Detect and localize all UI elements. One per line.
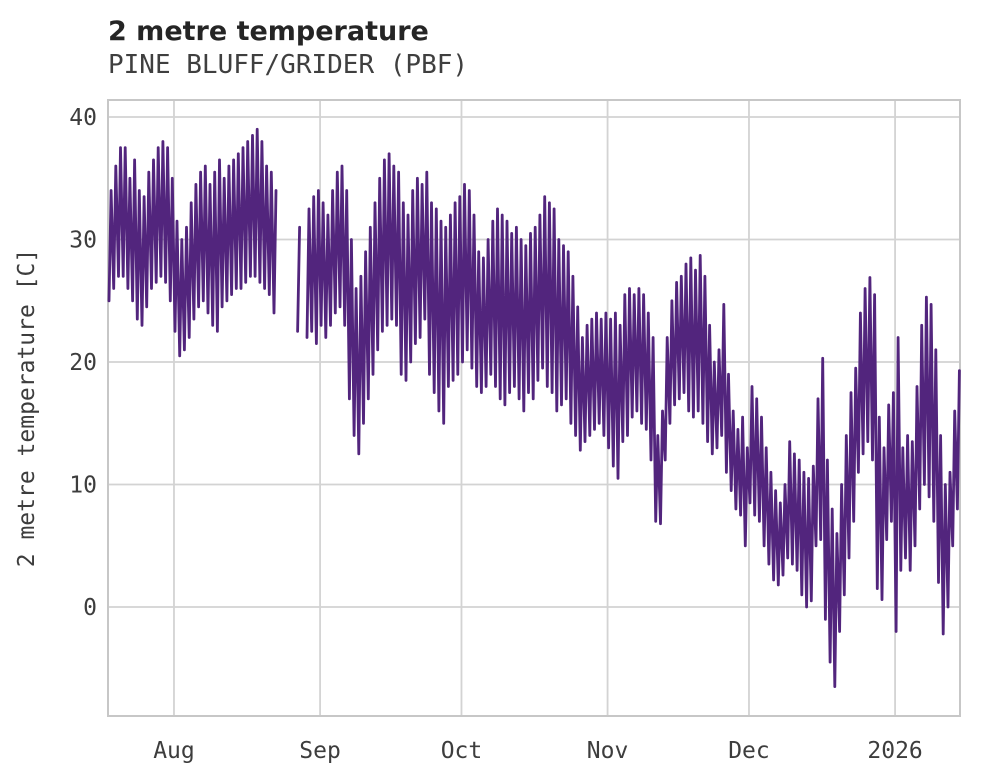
temperature-series [107,127,961,688]
chart-subtitle: PINE BLUFF/GRIDER (PBF) [108,50,469,80]
y-tick-label: 20 [69,350,97,376]
x-tick-label: Aug [153,738,195,764]
y-tick-labels: 0 10 20 30 40 [69,105,97,621]
y-tick-label: 10 [69,473,97,499]
x-tick-label: Oct [441,738,483,764]
y-axis-title: 2 metre temperature [C] [14,249,40,568]
temperature-series-line [107,127,961,688]
y-tick-label: 0 [83,595,97,621]
x-tick-label: Sep [299,738,341,764]
x-tick-labels: Aug Sep Oct Nov Dec 2026 [153,738,923,764]
x-tick-label: Dec [728,738,770,764]
plot-border [107,99,961,717]
x-tick-label: 2026 [867,738,922,764]
y-tick-label: 40 [69,105,97,131]
y-tick-label: 30 [69,228,97,254]
chart-title: 2 metre temperature [108,16,429,47]
gridlines [108,100,960,716]
x-tick-label: Nov [587,738,629,764]
